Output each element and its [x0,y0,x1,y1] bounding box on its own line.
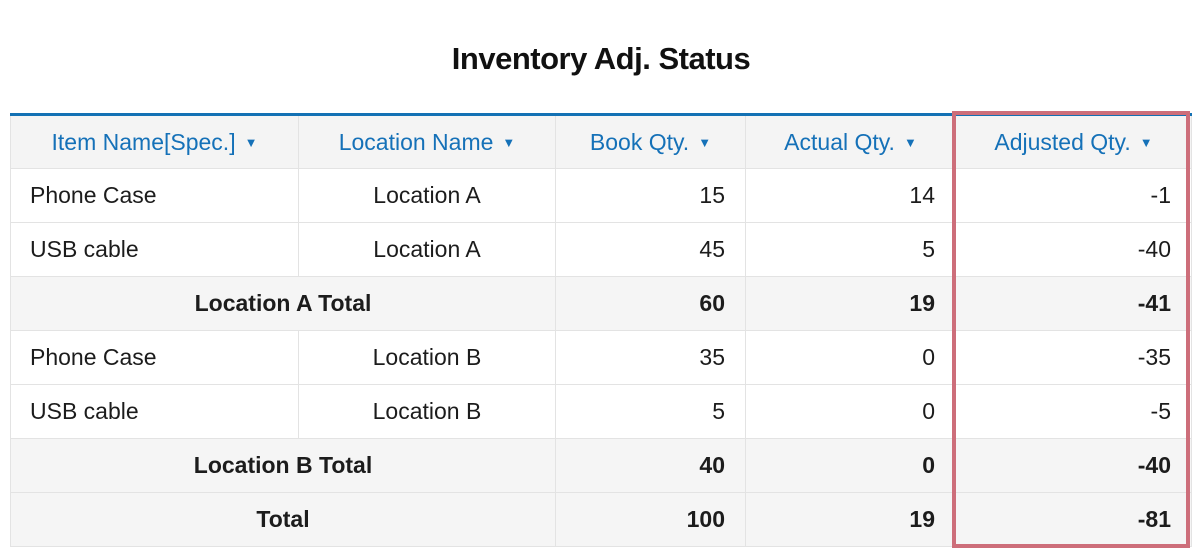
sort-arrow-icon: ▼ [698,134,712,150]
table-row: USB cable Location A 45 5 -40 [10,222,1192,277]
location-cell: Location A [298,222,556,277]
sort-arrow-icon: ▼ [502,134,516,150]
column-header-label: Location Name [338,128,494,155]
adjusted-qty-cell: -41 [955,276,1192,331]
book-qty-cell: 40 [555,438,746,493]
column-header-label: Adjusted Qty. [994,128,1131,155]
book-qty-cell: 5 [555,384,746,439]
actual-qty-cell: 5 [745,222,956,277]
actual-qty-cell: 0 [745,330,956,385]
table-row: Phone Case Location B 35 0 -35 [10,330,1192,385]
item-name-cell: USB cable [10,384,299,439]
book-qty-cell: 15 [555,168,746,223]
subtotal-row-location-b: Location B Total 40 0 -40 [10,438,1192,493]
column-header-book-qty[interactable]: Book Qty. ▼ [555,114,746,169]
location-cell: Location B [298,384,556,439]
item-name-cell: Phone Case [10,168,299,223]
header-row: Item Name[Spec.] ▼ Location Name ▼ Book Qt… [10,114,1192,169]
table-row: USB cable Location B 5 0 -5 [10,384,1192,439]
book-qty-cell: 60 [555,276,746,331]
inventory-adjustment-table: Item Name[Spec.] ▼ Location Name ▼ Book Qt… [10,113,1192,547]
page-title: Inventory Adj. Status [451,41,751,76]
actual-qty-cell: 0 [745,438,956,493]
actual-qty-cell: 14 [745,168,956,223]
column-header-item-name[interactable]: Item Name[Spec.] ▼ [10,114,299,169]
column-header-actual-qty[interactable]: Actual Qty. ▼ [745,114,956,169]
subtotal-label-cell: Location A Total [10,276,556,331]
column-header-label: Item Name[Spec.] [51,128,236,155]
book-qty-cell: 100 [555,492,746,547]
item-name-cell: Phone Case [10,330,299,385]
location-cell: Location A [298,168,556,223]
grand-total-row: Total 100 19 -81 [10,492,1192,547]
adjusted-qty-cell: -81 [955,492,1192,547]
grand-total-label-cell: Total [10,492,556,547]
subtotal-label-cell: Location B Total [10,438,556,493]
column-header-label: Book Qty. [589,128,690,155]
actual-qty-cell: 19 [745,492,956,547]
actual-qty-cell: 0 [745,384,956,439]
adjusted-qty-cell: -1 [955,168,1192,223]
column-header-label: Actual Qty. [784,128,895,155]
column-header-adjusted-qty[interactable]: Adjusted Qty. ▼ [955,114,1192,169]
location-cell: Location B [298,330,556,385]
sort-arrow-icon: ▼ [903,134,917,150]
column-header-location-name[interactable]: Location Name ▼ [298,114,556,169]
item-name-cell: USB cable [10,222,299,277]
sort-arrow-icon: ▼ [1139,134,1153,150]
subtotal-row-location-a: Location A Total 60 19 -41 [10,276,1192,331]
sort-arrow-icon: ▼ [244,134,258,150]
adjusted-qty-cell: -40 [955,438,1192,493]
book-qty-cell: 35 [555,330,746,385]
adjusted-qty-cell: -40 [955,222,1192,277]
table-row: Phone Case Location A 15 14 -1 [10,168,1192,223]
adjusted-qty-cell: -35 [955,330,1192,385]
actual-qty-cell: 19 [745,276,956,331]
adjusted-qty-cell: -5 [955,384,1192,439]
book-qty-cell: 45 [555,222,746,277]
